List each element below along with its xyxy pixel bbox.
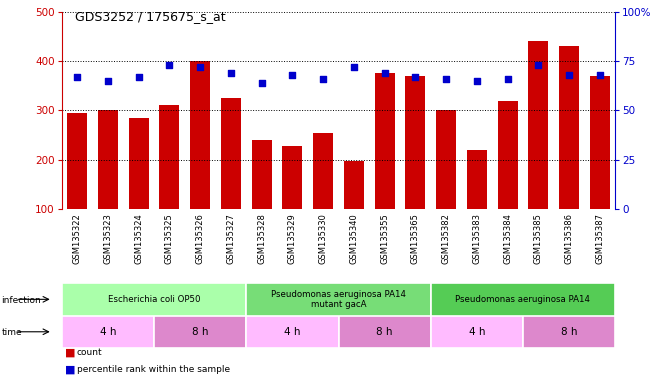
Point — [164, 62, 174, 68]
Text: GSM135365: GSM135365 — [411, 213, 420, 264]
Point — [72, 74, 83, 80]
Point — [103, 78, 113, 84]
Text: GSM135323: GSM135323 — [104, 213, 113, 264]
Text: GSM135340: GSM135340 — [350, 213, 359, 264]
Bar — [154, 316, 246, 348]
Point — [256, 79, 267, 86]
Point — [410, 74, 421, 80]
Bar — [431, 283, 615, 316]
Point — [564, 72, 574, 78]
Point — [349, 64, 359, 70]
Point — [195, 64, 205, 70]
Text: GSM135330: GSM135330 — [318, 213, 327, 264]
Point — [287, 72, 298, 78]
Text: GSM135382: GSM135382 — [441, 213, 450, 264]
Point — [471, 78, 482, 84]
Text: count: count — [77, 348, 102, 357]
Bar — [344, 161, 364, 209]
Bar — [406, 76, 425, 209]
Text: 8 h: 8 h — [561, 327, 577, 337]
Text: GSM135384: GSM135384 — [503, 213, 512, 264]
Point — [441, 76, 451, 82]
Point — [133, 74, 144, 80]
Bar — [246, 316, 339, 348]
Text: GSM135386: GSM135386 — [564, 213, 574, 264]
Text: 4 h: 4 h — [284, 327, 301, 337]
Bar — [62, 316, 154, 348]
Bar — [529, 41, 548, 209]
Text: Escherichia coli OP50: Escherichia coli OP50 — [108, 295, 201, 304]
Text: 4 h: 4 h — [100, 327, 117, 337]
Point — [503, 76, 513, 82]
Bar — [339, 316, 431, 348]
Text: 4 h: 4 h — [469, 327, 485, 337]
Bar — [67, 113, 87, 209]
Point — [594, 72, 605, 78]
Bar — [159, 106, 180, 209]
Bar — [190, 61, 210, 209]
Text: GSM135325: GSM135325 — [165, 213, 174, 264]
Bar — [129, 118, 148, 209]
Bar — [436, 111, 456, 209]
Text: 8 h: 8 h — [192, 327, 208, 337]
Text: GDS3252 / 175675_s_at: GDS3252 / 175675_s_at — [75, 10, 225, 23]
Text: GSM135328: GSM135328 — [257, 213, 266, 264]
Text: Pseudomonas aeruginosa PA14: Pseudomonas aeruginosa PA14 — [456, 295, 590, 304]
Text: GSM135322: GSM135322 — [73, 213, 82, 264]
Point — [318, 76, 328, 82]
Bar — [246, 283, 431, 316]
Bar — [467, 150, 487, 209]
Text: ■: ■ — [65, 364, 76, 374]
Bar — [252, 140, 271, 209]
Bar — [374, 73, 395, 209]
Bar — [497, 101, 518, 209]
Text: GSM135355: GSM135355 — [380, 213, 389, 264]
Text: GSM135383: GSM135383 — [473, 213, 481, 264]
Text: time: time — [1, 328, 22, 337]
Text: 8 h: 8 h — [376, 327, 393, 337]
Text: GSM135326: GSM135326 — [196, 213, 204, 264]
Text: GSM135324: GSM135324 — [134, 213, 143, 264]
Bar — [98, 111, 118, 209]
Text: ■: ■ — [65, 348, 76, 358]
Point — [533, 62, 544, 68]
Text: GSM135327: GSM135327 — [227, 213, 236, 264]
Text: GSM135329: GSM135329 — [288, 213, 297, 264]
Bar — [590, 76, 610, 209]
Bar — [523, 316, 615, 348]
Text: GSM135385: GSM135385 — [534, 213, 543, 264]
Bar — [62, 283, 246, 316]
Text: Pseudomonas aeruginosa PA14
mutant gacA: Pseudomonas aeruginosa PA14 mutant gacA — [271, 290, 406, 309]
Text: GSM135387: GSM135387 — [595, 213, 604, 264]
Bar — [559, 46, 579, 209]
Point — [226, 70, 236, 76]
Bar — [313, 132, 333, 209]
Bar — [431, 316, 523, 348]
Text: infection: infection — [1, 296, 41, 305]
Text: percentile rank within the sample: percentile rank within the sample — [77, 365, 230, 374]
Bar — [221, 98, 241, 209]
Point — [380, 70, 390, 76]
Bar — [283, 146, 303, 209]
